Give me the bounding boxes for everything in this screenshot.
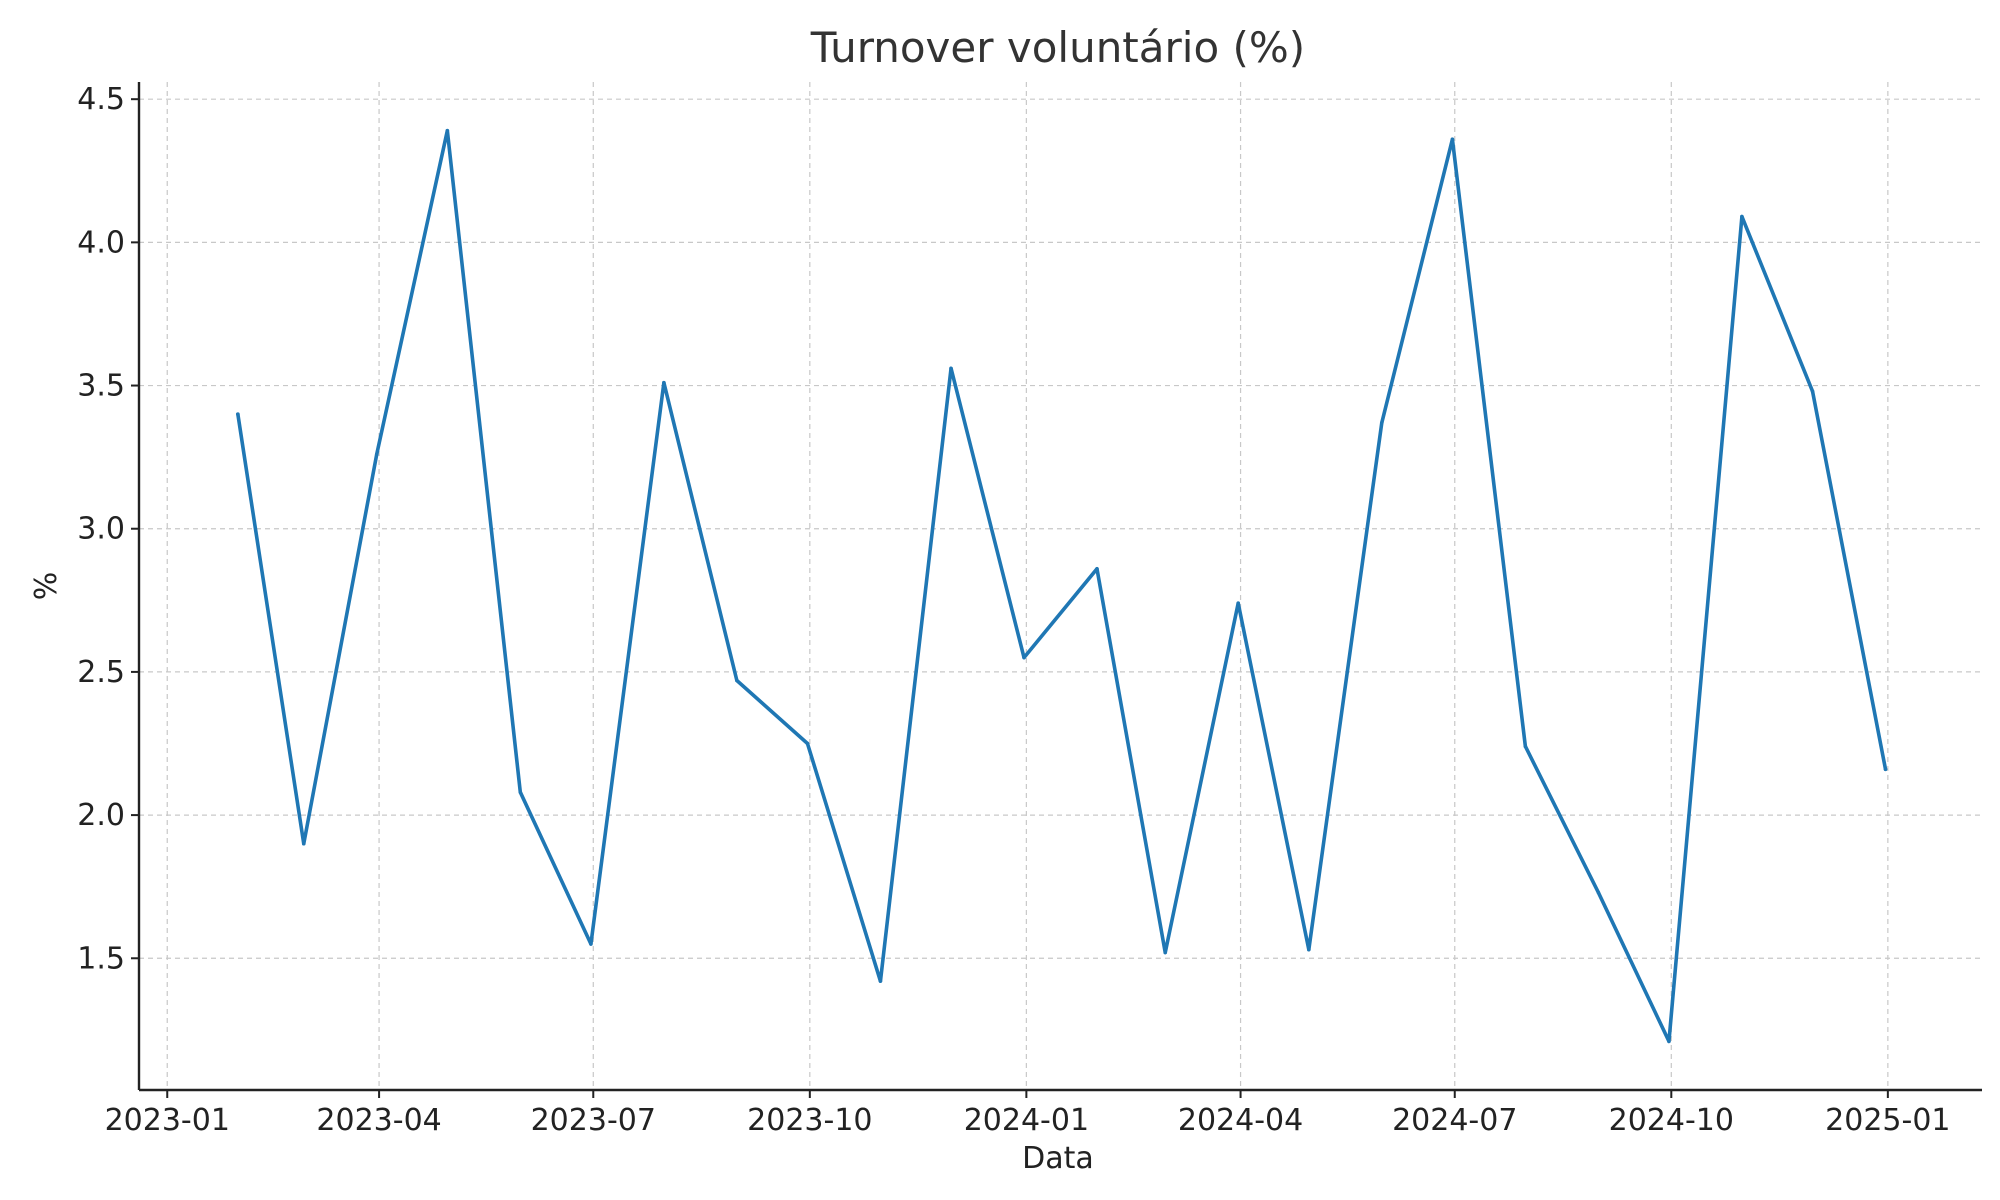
data-point xyxy=(1307,947,1311,952)
x-tick-label: 2023-04 xyxy=(316,1103,441,1138)
grid xyxy=(139,82,1982,1090)
data-point xyxy=(1596,890,1601,895)
data-point xyxy=(1740,214,1744,219)
data-point xyxy=(1810,389,1815,394)
data-point xyxy=(301,841,306,846)
data-point xyxy=(805,741,810,746)
y-tick-label: 3.5 xyxy=(77,369,125,404)
x-tick-label: 2025-01 xyxy=(1825,1103,1950,1138)
y-tick-label: 2.0 xyxy=(77,798,125,833)
data-point xyxy=(374,452,379,457)
series-line xyxy=(236,128,1888,1044)
data-point xyxy=(1883,767,1888,772)
data-point xyxy=(1095,567,1099,571)
x-tick-label: 2023-01 xyxy=(105,1103,230,1138)
x-axis-title: Data xyxy=(1022,1141,1094,1176)
data-point xyxy=(1163,950,1168,955)
data-point xyxy=(1523,744,1528,749)
data-point xyxy=(518,790,523,794)
data-point xyxy=(1236,601,1241,605)
y-tick-label: 4.0 xyxy=(77,225,125,260)
chart-title: Turnover voluntário (%) xyxy=(810,23,1305,72)
data-point xyxy=(1450,137,1455,142)
y-tick-label: 2.5 xyxy=(77,655,125,690)
x-tick-label: 2024-10 xyxy=(1609,1103,1734,1138)
y-tick-label: 3.0 xyxy=(77,512,125,547)
data-point xyxy=(878,979,883,983)
series-layer xyxy=(236,128,1888,1044)
x-tick-label: 2024-04 xyxy=(1178,1103,1303,1138)
data-point xyxy=(949,366,953,371)
data-point xyxy=(445,128,450,133)
data-point xyxy=(662,380,666,385)
x-tick-label: 2024-07 xyxy=(1392,1103,1517,1138)
x-tick-label: 2023-07 xyxy=(531,1103,656,1138)
data-point xyxy=(236,412,240,416)
data-point xyxy=(1667,1039,1671,1044)
data-point xyxy=(589,942,593,946)
data-point xyxy=(735,678,739,683)
y-axis-title: % xyxy=(29,572,64,601)
y-tick-label: 1.5 xyxy=(77,941,125,976)
data-point xyxy=(1022,655,1026,660)
x-tick-label: 2023-10 xyxy=(747,1103,872,1138)
y-tick-label: 4.5 xyxy=(77,82,125,117)
axes: 2023-01 2023-04 2023-07 2023-10 2024-01 2024-… xyxy=(77,82,1982,1138)
x-tick-label: 2024-01 xyxy=(964,1103,1089,1138)
data-point xyxy=(1379,420,1384,425)
